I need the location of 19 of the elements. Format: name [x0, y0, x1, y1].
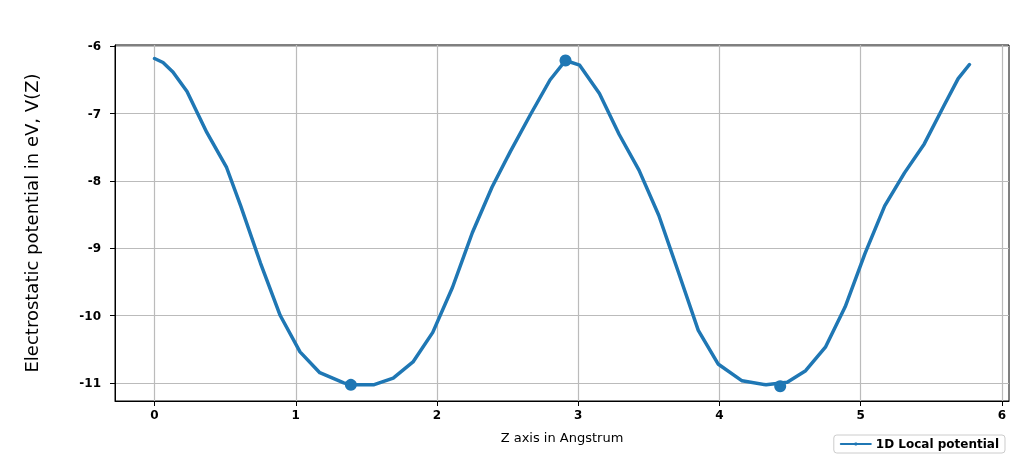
x-tick-label: 6	[997, 408, 1007, 422]
point	[559, 54, 572, 67]
x-tick-label: 1	[291, 408, 300, 422]
y-tick-label: -7	[87, 106, 101, 121]
y-tick-label: -9	[87, 241, 101, 256]
x-tick-label: 5	[856, 408, 865, 422]
y-axis-title: Electrostatic potential in eV, V(Z)	[20, 73, 42, 373]
y-tick-label: -11	[79, 375, 101, 390]
y-tick-label: -8	[87, 173, 101, 188]
legend-label: 1D Local potential	[875, 437, 1000, 451]
point	[774, 380, 787, 393]
y-tick-label: -10	[79, 308, 101, 323]
point	[344, 378, 357, 391]
x-tick-label: 2	[432, 408, 442, 422]
y-tick-label: -6	[87, 39, 101, 54]
x-axis-title: Z axis in Angstrum	[500, 430, 624, 445]
x-tick-label: 4	[715, 408, 724, 422]
x-tick-label: 0	[150, 408, 159, 422]
x-tick-label: 3	[574, 408, 583, 422]
